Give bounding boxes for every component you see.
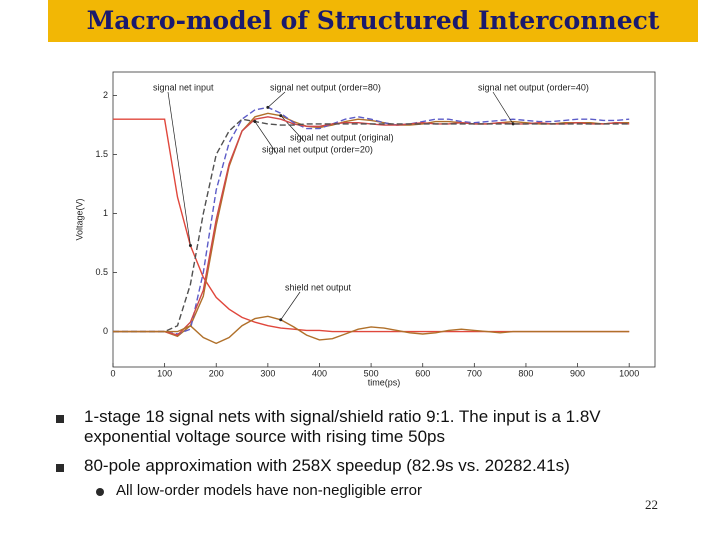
annotation-arrow (280, 291, 301, 320)
series-annotation: signal net output (order=80) (270, 82, 381, 92)
x-tick-label: 700 (467, 368, 482, 378)
series-annotation: signal net output (original) (290, 132, 394, 142)
series-line (113, 315, 630, 345)
annotation-arrowhead (266, 105, 270, 109)
series-annotation: signal net output (order=20) (262, 144, 373, 154)
bullet-marker (56, 415, 64, 423)
x-tick-label: 800 (518, 368, 533, 378)
plot-frame (112, 71, 656, 368)
series-line (113, 118, 630, 333)
series-annotation: signal net input (153, 82, 214, 92)
y-tick-label: 2 (103, 90, 108, 100)
annotation-arrowhead (279, 318, 283, 322)
annotation-arrow (492, 91, 514, 125)
annotation-arrow (267, 91, 286, 108)
x-tick-label: 400 (312, 368, 327, 378)
sub-bullet-marker (96, 488, 104, 496)
bullet: 1-stage 18 signal nets with signal/shiel… (84, 407, 601, 446)
annotation-arrow (254, 121, 278, 155)
annotation-arrowhead (511, 122, 515, 126)
x-tick-label: 900 (570, 368, 585, 378)
annotation-arrow (167, 91, 191, 246)
x-tick-label: 200 (209, 368, 224, 378)
sub-bullet: All low-order models have non-negligible… (116, 482, 422, 499)
series-annotation: signal net output (order=40) (478, 82, 589, 92)
series-annotation: shield net output (285, 282, 352, 292)
annotation-arrowhead (188, 243, 192, 247)
bullet: 80-pole approximation with 258X speedup … (84, 456, 570, 475)
x-tick-label: 0 (110, 368, 115, 378)
chart: 0 100 200 300 400 500 600 700 800 900 1000 0 0.5 1 1.5… (74, 71, 656, 387)
x-tick-label: 500 (364, 368, 379, 378)
annotation-arrowhead (253, 120, 257, 124)
y-tick-label: 0.5 (95, 267, 108, 277)
x-axis-label: time(ps) (368, 377, 401, 387)
x-tick-label: 100 (157, 368, 172, 378)
slide-title: Macro-model of Structured Interconnect (48, 0, 698, 42)
y-axis-label: Voltage(V) (74, 198, 84, 240)
page-number: 22 (645, 497, 658, 512)
series-line (113, 106, 630, 335)
y-tick-label: 1 (103, 208, 108, 218)
bullet-marker (56, 464, 64, 472)
x-tick-label: 600 (415, 368, 430, 378)
y-tick-label: 0 (103, 326, 108, 336)
annotation-arrowhead (279, 114, 283, 118)
y-tick-label: 1.5 (95, 149, 108, 159)
x-tick-label: 300 (260, 368, 275, 378)
x-tick-label: 1000 (619, 368, 639, 378)
